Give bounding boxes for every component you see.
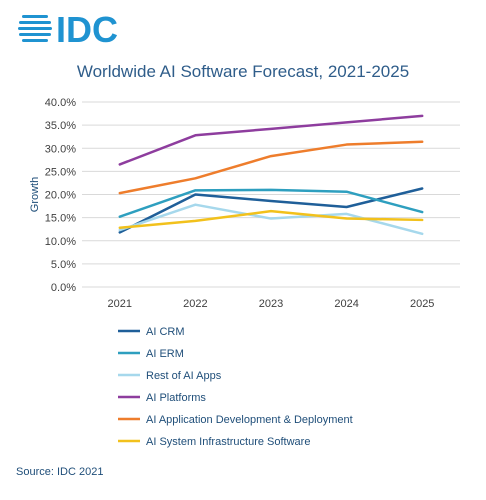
y-tick-label: 5.0% bbox=[51, 259, 76, 271]
legend-label: AI System Infrastructure Software bbox=[146, 436, 310, 448]
legend-label: Rest of AI Apps bbox=[146, 370, 222, 382]
chart-title: Worldwide AI Software Forecast, 2021-202… bbox=[76, 62, 410, 81]
x-tick-label: 2022 bbox=[183, 298, 207, 310]
y-axis-label: Growth bbox=[29, 177, 41, 212]
series-line bbox=[118, 187, 424, 234]
y-tick-label: 10.0% bbox=[45, 236, 76, 248]
y-tick-label: 40.0% bbox=[45, 97, 76, 109]
x-tick-label: 2024 bbox=[334, 298, 358, 310]
legend-label: AI ERM bbox=[146, 348, 184, 360]
series-line bbox=[118, 203, 424, 236]
x-tick-label: 2021 bbox=[108, 298, 132, 310]
idc-logo: IDC bbox=[18, 9, 118, 48]
y-tick-label: 0.0% bbox=[51, 282, 76, 294]
legend-label: AI Platforms bbox=[146, 392, 206, 404]
y-tick-label: 20.0% bbox=[45, 190, 76, 202]
series-line bbox=[118, 188, 424, 218]
y-tick-label: 30.0% bbox=[45, 143, 76, 155]
logo-text: IDC bbox=[56, 9, 118, 48]
line-chart: 0.0% 5.0% 10.0% 15.0% 20.0% 25.0% 30.0% 35.0% 40… bbox=[29, 97, 460, 448]
legend-label: AI CRM bbox=[146, 326, 185, 338]
idc-globe-icon bbox=[18, 15, 52, 42]
source-note: Source: IDC 2021 bbox=[16, 466, 104, 478]
y-tick-label: 25.0% bbox=[45, 166, 76, 178]
series-line bbox=[118, 114, 424, 166]
y-tick-label: 35.0% bbox=[45, 120, 76, 132]
series-line bbox=[118, 140, 424, 195]
legend-label: AI Application Development & Deployment bbox=[146, 414, 353, 426]
x-tick-label: 2023 bbox=[259, 298, 283, 310]
series-line bbox=[118, 209, 424, 230]
y-tick-label: 15.0% bbox=[45, 213, 76, 225]
x-tick-label: 2025 bbox=[410, 298, 434, 310]
